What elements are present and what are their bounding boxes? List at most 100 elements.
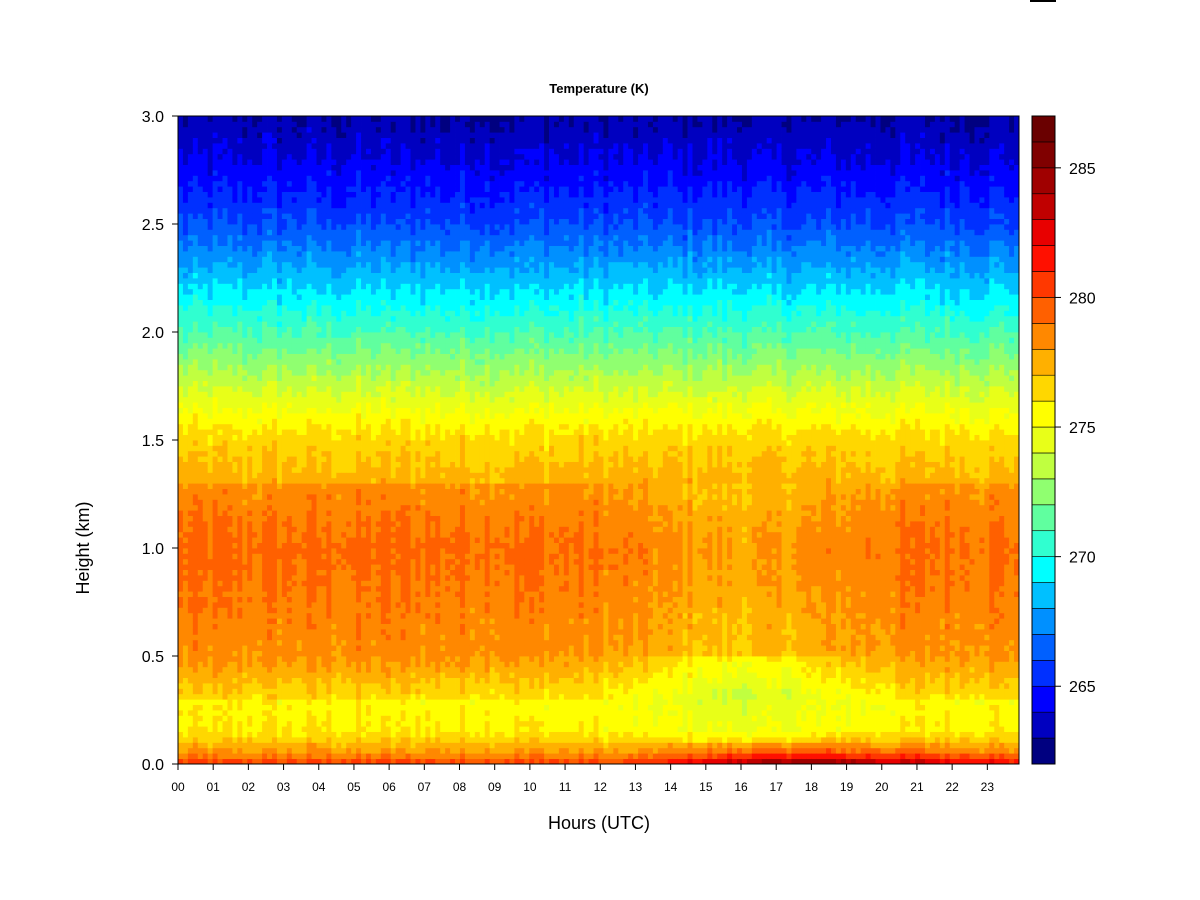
heatmap-cell [202, 256, 209, 263]
heatmap-cell [276, 261, 283, 268]
heatmap-cell [321, 634, 327, 641]
heatmap-cell [182, 364, 189, 371]
heatmap-cell [242, 396, 248, 403]
heatmap-cell [331, 170, 337, 176]
heatmap-cell [252, 359, 258, 365]
heatmap-cell [311, 170, 317, 176]
heatmap-cell [222, 639, 228, 646]
heatmap-cell [365, 423, 372, 430]
heatmap-cell [375, 461, 382, 468]
heatmap-cell [281, 731, 288, 738]
heatmap-cell [247, 229, 253, 236]
heatmap-cell [291, 413, 298, 419]
heatmap-cell [227, 240, 233, 246]
heatmap-cell [242, 461, 248, 468]
heatmap-cell [316, 558, 322, 565]
heatmap-cell [326, 531, 332, 538]
heatmap-cell [222, 207, 228, 214]
heatmap-cell [178, 337, 184, 344]
heatmap-cell [257, 737, 263, 743]
heatmap-cell [375, 672, 382, 678]
heatmap-cell [351, 618, 357, 624]
heatmap-cell [252, 683, 258, 689]
heatmap-cell [271, 537, 278, 543]
heatmap-cell [182, 375, 189, 381]
heatmap-cell [286, 180, 293, 187]
heatmap-cell [227, 747, 233, 754]
heatmap-cell [271, 618, 278, 624]
heatmap-cell [247, 450, 253, 457]
heatmap-cell [242, 677, 248, 684]
heatmap-cell [296, 483, 303, 489]
heatmap-cell [346, 580, 352, 587]
heatmap-cell [237, 602, 243, 608]
heatmap-cell [361, 407, 367, 414]
heatmap-cell [217, 753, 223, 759]
heatmap-cell [375, 591, 382, 597]
heatmap-cell [351, 116, 357, 122]
heatmap-cell [202, 310, 209, 317]
heatmap-cell [227, 267, 233, 273]
heatmap-cell [257, 267, 263, 273]
heatmap-cell [242, 272, 248, 279]
heatmap-cell [370, 661, 377, 668]
heatmap-cell [271, 704, 278, 711]
heatmap-cell [346, 224, 352, 230]
heatmap-cell [326, 537, 332, 543]
heatmap-cell [336, 294, 342, 300]
heatmap-cell [316, 407, 322, 414]
heatmap-cell [232, 375, 238, 381]
heatmap-cell [207, 731, 214, 738]
heatmap-cell [346, 715, 352, 722]
heatmap-cell [346, 467, 352, 473]
heatmap-cell [341, 310, 347, 317]
heatmap-cell [257, 364, 263, 371]
heatmap-cell [286, 337, 293, 344]
heatmap-cell [375, 537, 382, 543]
heatmap-cell [361, 710, 367, 716]
heatmap-cell [311, 359, 317, 365]
heatmap-cell [321, 283, 327, 290]
heatmap-cell [237, 753, 243, 759]
heatmap-cell [197, 299, 204, 306]
heatmap-cell [182, 359, 189, 365]
heatmap-cell [311, 564, 317, 570]
heatmap-cell [252, 121, 258, 128]
heatmap-cell [361, 315, 367, 322]
heatmap-cell [281, 661, 288, 668]
heatmap-cell [301, 710, 308, 716]
heatmap-cell [262, 396, 268, 403]
heatmap-cell [296, 742, 303, 749]
heatmap-cell [301, 753, 308, 759]
heatmap-cell [296, 326, 303, 333]
heatmap-cell [296, 240, 303, 246]
heatmap-cell [321, 753, 327, 759]
heatmap-cell [375, 607, 382, 614]
heatmap-cell [222, 224, 228, 230]
heatmap-cell [262, 369, 268, 376]
heatmap-cell [301, 121, 308, 128]
heatmap-cell [247, 623, 253, 630]
heatmap-cell [375, 148, 382, 155]
heatmap-cell [247, 418, 253, 425]
heatmap-cell [237, 650, 243, 657]
heatmap-cell [247, 537, 253, 543]
heatmap-cell [361, 699, 367, 705]
heatmap-cell [276, 575, 283, 581]
heatmap-cell [257, 261, 263, 268]
heatmap-cell [361, 137, 367, 144]
heatmap-cell [276, 445, 283, 452]
heatmap-cell [257, 407, 263, 414]
heatmap-cell [237, 299, 243, 306]
heatmap-cell [178, 245, 184, 252]
heatmap-cell [271, 207, 278, 214]
heatmap-cell [192, 483, 199, 489]
heatmap-cell [227, 623, 233, 630]
heatmap-cell [361, 445, 367, 452]
heatmap-cell [271, 116, 278, 122]
heatmap-cell [341, 396, 347, 403]
heatmap-cell [217, 580, 223, 587]
heatmap-cell [257, 207, 263, 214]
heatmap-cell [197, 569, 204, 576]
heatmap-cell [271, 267, 278, 273]
